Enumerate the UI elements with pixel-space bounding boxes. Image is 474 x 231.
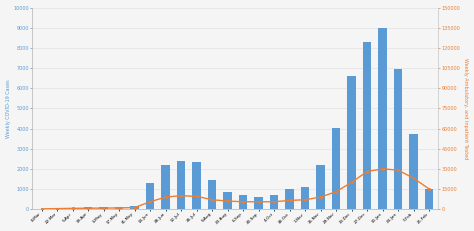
Bar <box>425 189 433 209</box>
Bar <box>285 189 294 209</box>
Bar <box>84 207 92 209</box>
Bar <box>162 165 170 209</box>
Bar <box>255 197 263 209</box>
Bar <box>363 42 372 209</box>
Bar <box>53 208 62 209</box>
Bar <box>410 134 418 209</box>
Bar <box>347 76 356 209</box>
Bar <box>130 206 139 209</box>
Y-axis label: Weekly Ambulatory, and Inpatient Tested: Weekly Ambulatory, and Inpatient Tested <box>464 58 468 159</box>
Bar <box>394 69 402 209</box>
Bar <box>192 162 201 209</box>
Bar <box>301 187 310 209</box>
Y-axis label: Weekly COVID-19 Cases: Weekly COVID-19 Cases <box>6 79 10 138</box>
Bar <box>68 207 77 209</box>
Bar <box>146 183 155 209</box>
Bar <box>378 28 387 209</box>
Bar <box>100 207 108 209</box>
Bar <box>317 165 325 209</box>
Bar <box>223 192 232 209</box>
Bar <box>270 195 278 209</box>
Bar <box>332 128 340 209</box>
Bar <box>239 195 247 209</box>
Bar <box>208 180 217 209</box>
Bar <box>115 207 123 209</box>
Bar <box>177 161 185 209</box>
